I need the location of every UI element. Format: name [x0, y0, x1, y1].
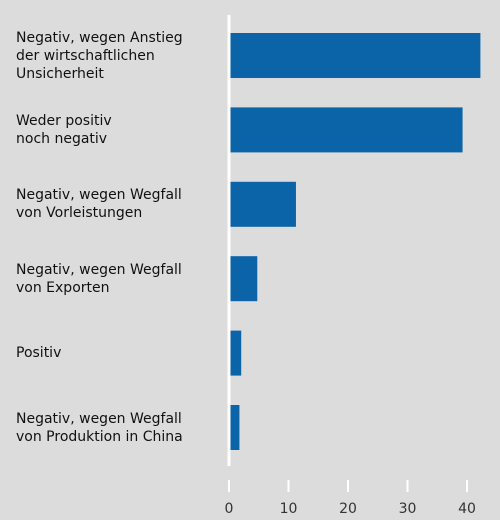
- category-label: Weder positiv noch negativ: [16, 112, 112, 147]
- category-label: Negativ, wegen Wegfall von Vorleistungen: [16, 187, 182, 222]
- bar: [230, 181, 296, 227]
- category-label: Positiv: [16, 345, 62, 362]
- bar: [230, 107, 463, 153]
- category-label: Negativ, wegen Anstieg der wirtschaftlic…: [16, 29, 183, 82]
- bar: [230, 330, 242, 376]
- x-tick-label: 0: [225, 501, 234, 517]
- bar: [230, 405, 240, 450]
- bar: [230, 33, 481, 78]
- x-tick-label: 30: [399, 501, 417, 517]
- x-tick-label: 40: [458, 501, 476, 517]
- category-label: Negativ, wegen Wegfall von Exporten: [16, 261, 182, 296]
- x-tick-label: 20: [339, 501, 357, 517]
- category-label: Negativ, wegen Wegfall von Produktion in…: [16, 410, 183, 445]
- x-tick-label: 10: [280, 501, 298, 517]
- bar: [230, 256, 258, 302]
